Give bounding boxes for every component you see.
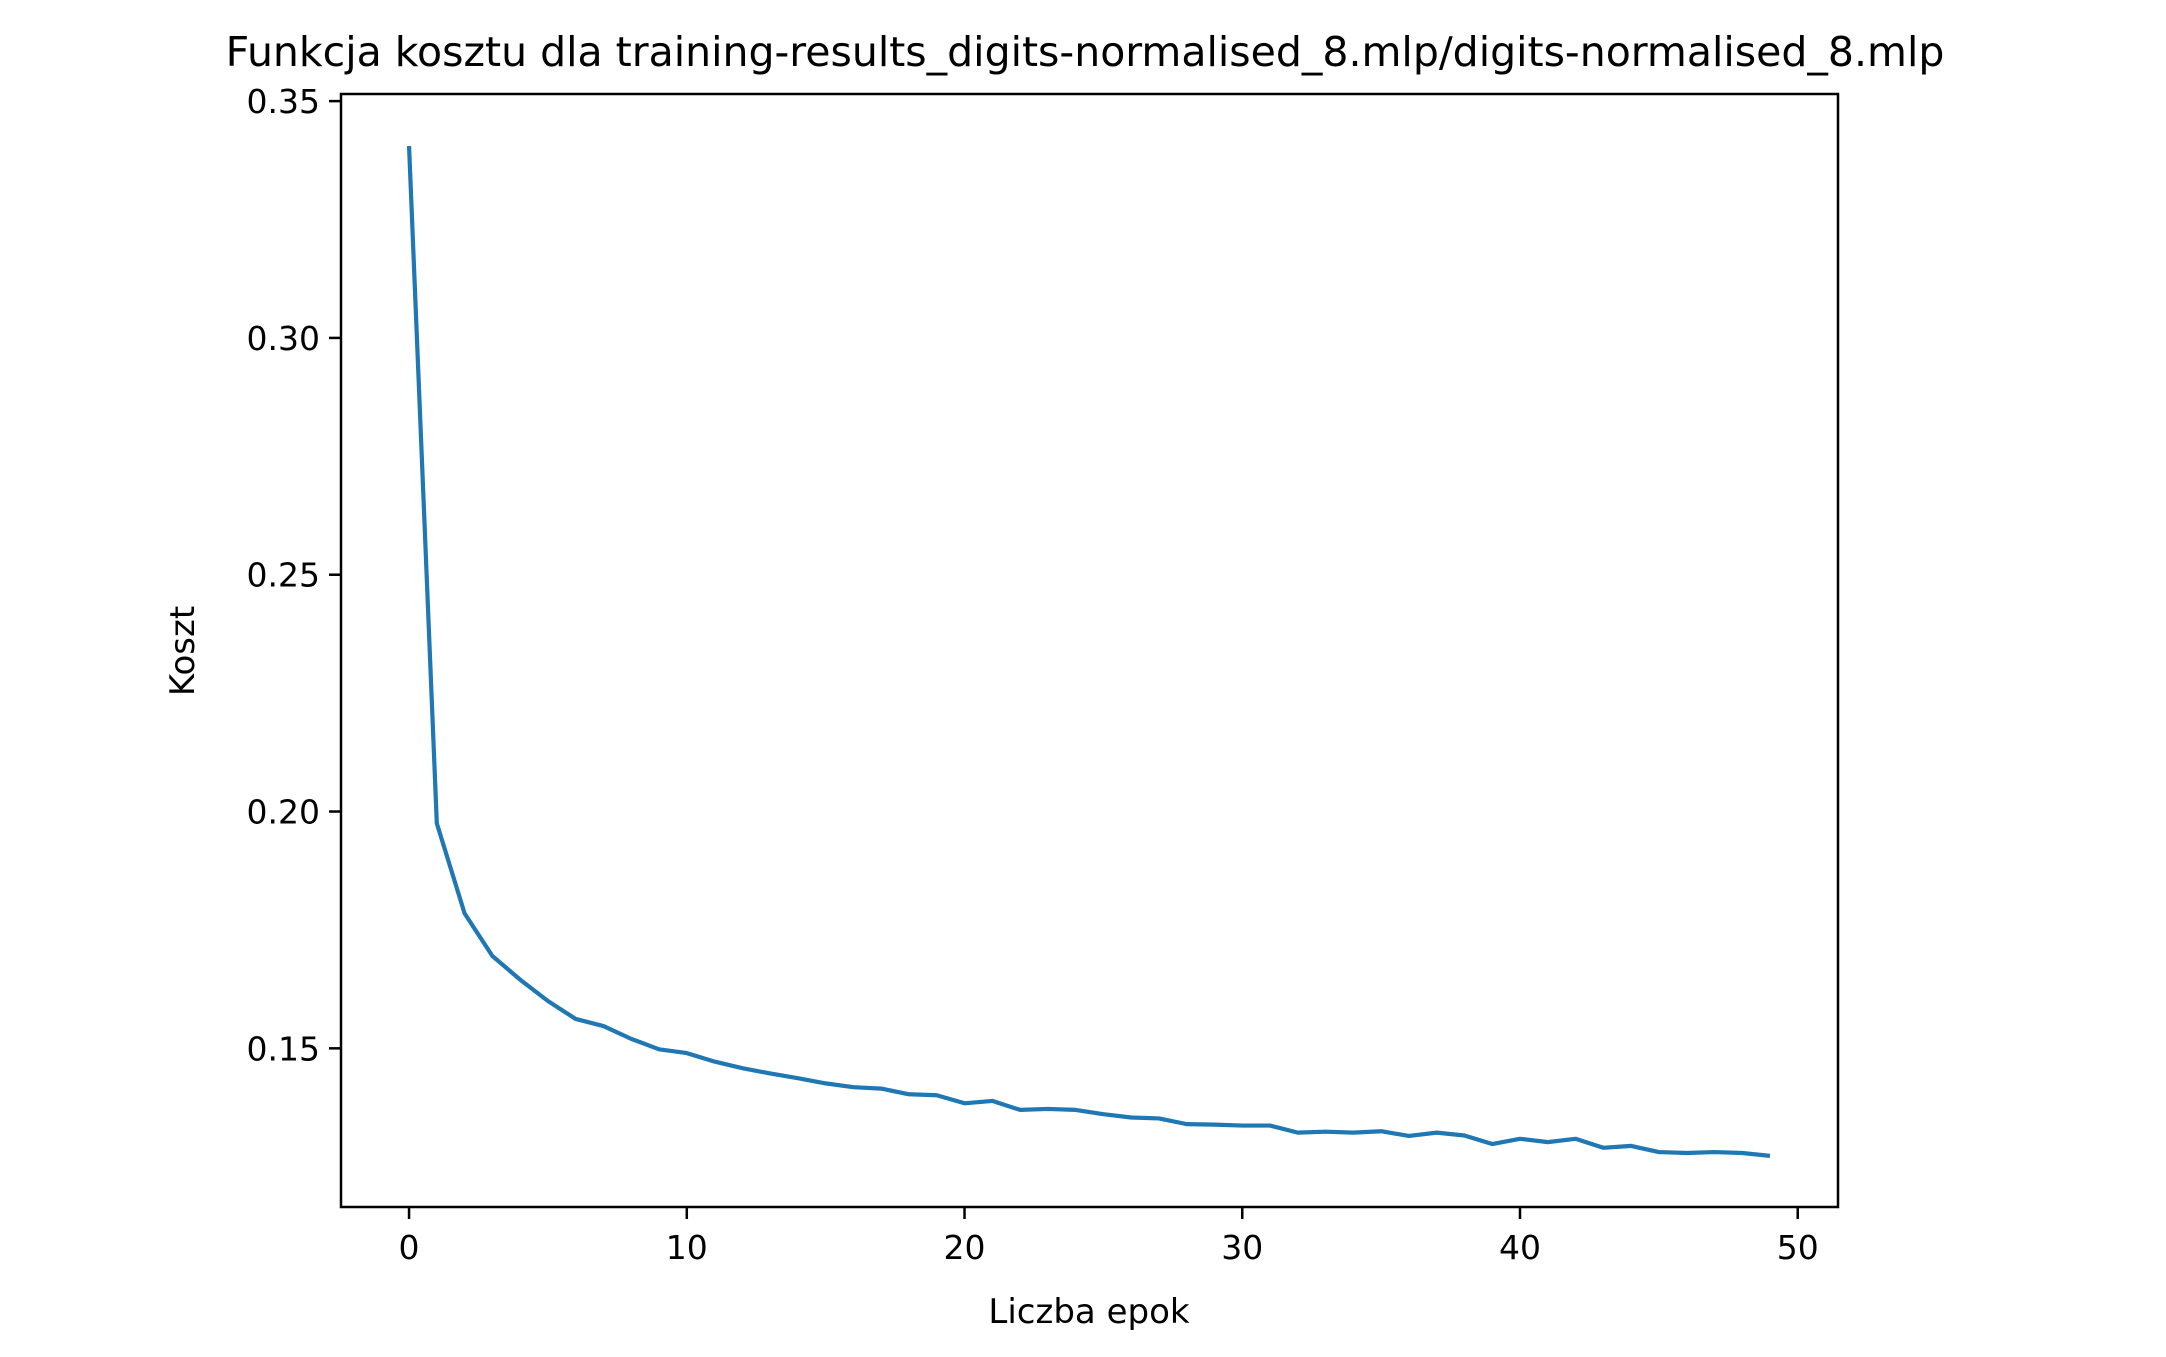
y-tick-label: 0.35 [247,82,320,121]
y-tick-label: 0.25 [247,556,320,595]
x-tick-label: 20 [944,1228,986,1267]
plot-frame [339,92,1840,1209]
x-axis-label: Liczba epok [988,1292,1189,1332]
plot-area [406,146,1771,1158]
x-tick-label: 30 [1221,1228,1263,1267]
y-tick-label: 0.30 [247,319,320,358]
x-tick-label: 10 [666,1228,708,1267]
y-axis-label: Koszt [163,606,203,696]
chart-title: Funkcja kosztu dla training-results_digi… [226,28,1945,76]
y-tick-label: 0.15 [247,1029,320,1068]
x-tick-label: 50 [1777,1228,1819,1267]
x-tick-label: 40 [1499,1228,1541,1267]
y-axis: 0.15 0.20 0.25 0.30 0.35 [247,82,341,1068]
x-tick-label: 0 [399,1228,420,1267]
y-tick-label: 0.20 [247,793,320,832]
series-line-0 [406,146,1771,1158]
x-axis: 0 10 20 30 40 50 [399,1207,1819,1267]
